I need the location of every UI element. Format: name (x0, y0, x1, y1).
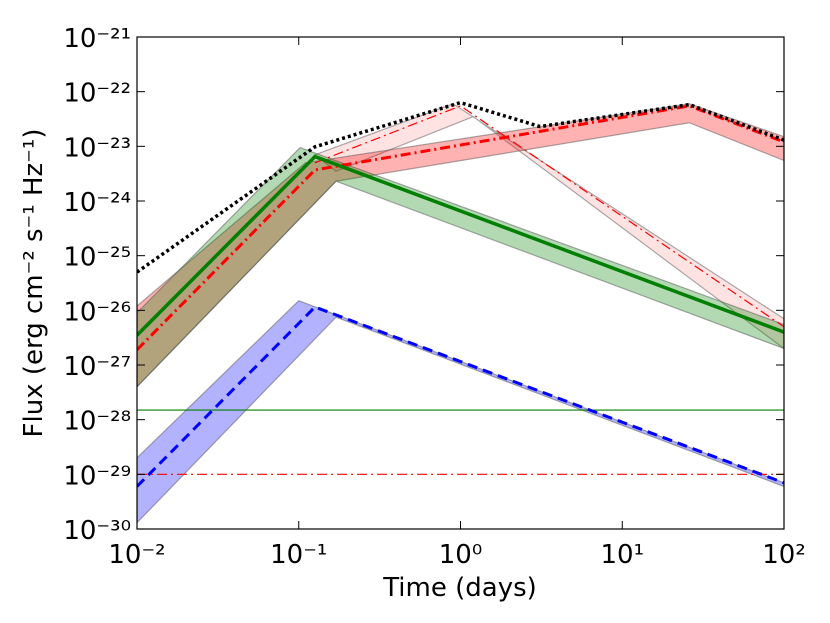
band (137, 300, 784, 524)
y-tick-label: 10⁻²⁷ (63, 352, 131, 382)
band (137, 146, 784, 388)
y-tick-label: 10⁻³⁰ (63, 516, 131, 546)
y-tick-label: 10⁻²⁵ (63, 243, 131, 273)
x-tick-label: 10¹ (600, 540, 644, 570)
line (137, 305, 784, 488)
x-tick-label: 10⁻² (108, 540, 165, 570)
line (137, 100, 784, 274)
y-tick-label: 10⁻²⁶ (63, 297, 131, 327)
x-tick-label: 10² (762, 540, 806, 570)
line (137, 154, 784, 337)
y-tick-label: 10⁻²⁸ (63, 407, 131, 437)
y-axis-label: Flux (erg cm⁻² s⁻¹ Hz⁻¹) (19, 129, 49, 438)
y-tick-label: 10⁻²⁴ (63, 188, 131, 218)
x-axis-label: Time (days) (382, 573, 537, 603)
y-tick-label: 10⁻²¹ (63, 24, 131, 54)
y-tick-label: 10⁻²² (63, 79, 131, 109)
y-tick-label: 10⁻²³ (63, 133, 131, 163)
y-tick-label: 10⁻²⁹ (63, 461, 131, 491)
x-tick-label: 10⁻¹ (270, 540, 327, 570)
x-tick-label: 10⁰ (439, 540, 483, 570)
